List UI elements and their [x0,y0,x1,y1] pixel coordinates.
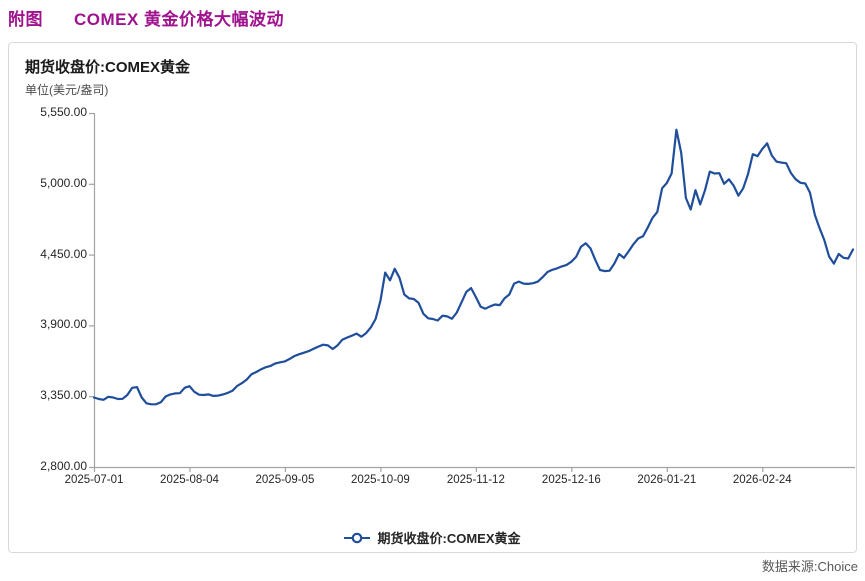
y-tick-label: 3,350.00 [40,388,87,403]
y-tick-label: 5,550.00 [40,105,87,119]
data-source-label: 数据来源:Choice [761,559,858,574]
chart-title: 期货收盘价:COMEX黄金 [25,59,191,76]
page-title-text: COMEX 黄金价格大幅波动 [74,10,285,29]
x-tick-label: 2026-01-21 [637,474,697,486]
chart-unit-label: 单位(美元/盎司) [25,83,109,97]
x-tick-label: 2025-11-12 [446,474,505,486]
price-line-chart [89,112,855,472]
legend-marker-icon [344,532,371,543]
x-tick-label: 2025-09-05 [255,474,315,486]
x-tick-label: 2025-10-09 [350,474,410,486]
legend: 期货收盘价:COMEX黄金 [9,528,856,547]
page-title: 附图 COMEX 黄金价格大幅波动 [8,5,284,30]
chart-panel: 期货收盘价:COMEX黄金 单位(美元/盎司) 5,550.00 5,000.00… [8,42,857,553]
y-tick-label: 3,900.00 [40,317,87,332]
y-tick-label: 5,000.00 [40,175,87,190]
y-tick-label: 2,800.00 [40,459,87,473]
x-tick-label: 2026-02-24 [732,474,792,486]
x-tick-label: 2025-08-04 [160,474,219,486]
x-tick-label: 2025-07-01 [64,474,124,486]
legend-label: 期货收盘价:COMEX黄金 [377,531,521,546]
x-tick-label: 2025-12-16 [541,474,601,486]
y-tick-label: 4,450.00 [40,246,87,261]
page-title-prefix: 附图 [8,10,43,29]
